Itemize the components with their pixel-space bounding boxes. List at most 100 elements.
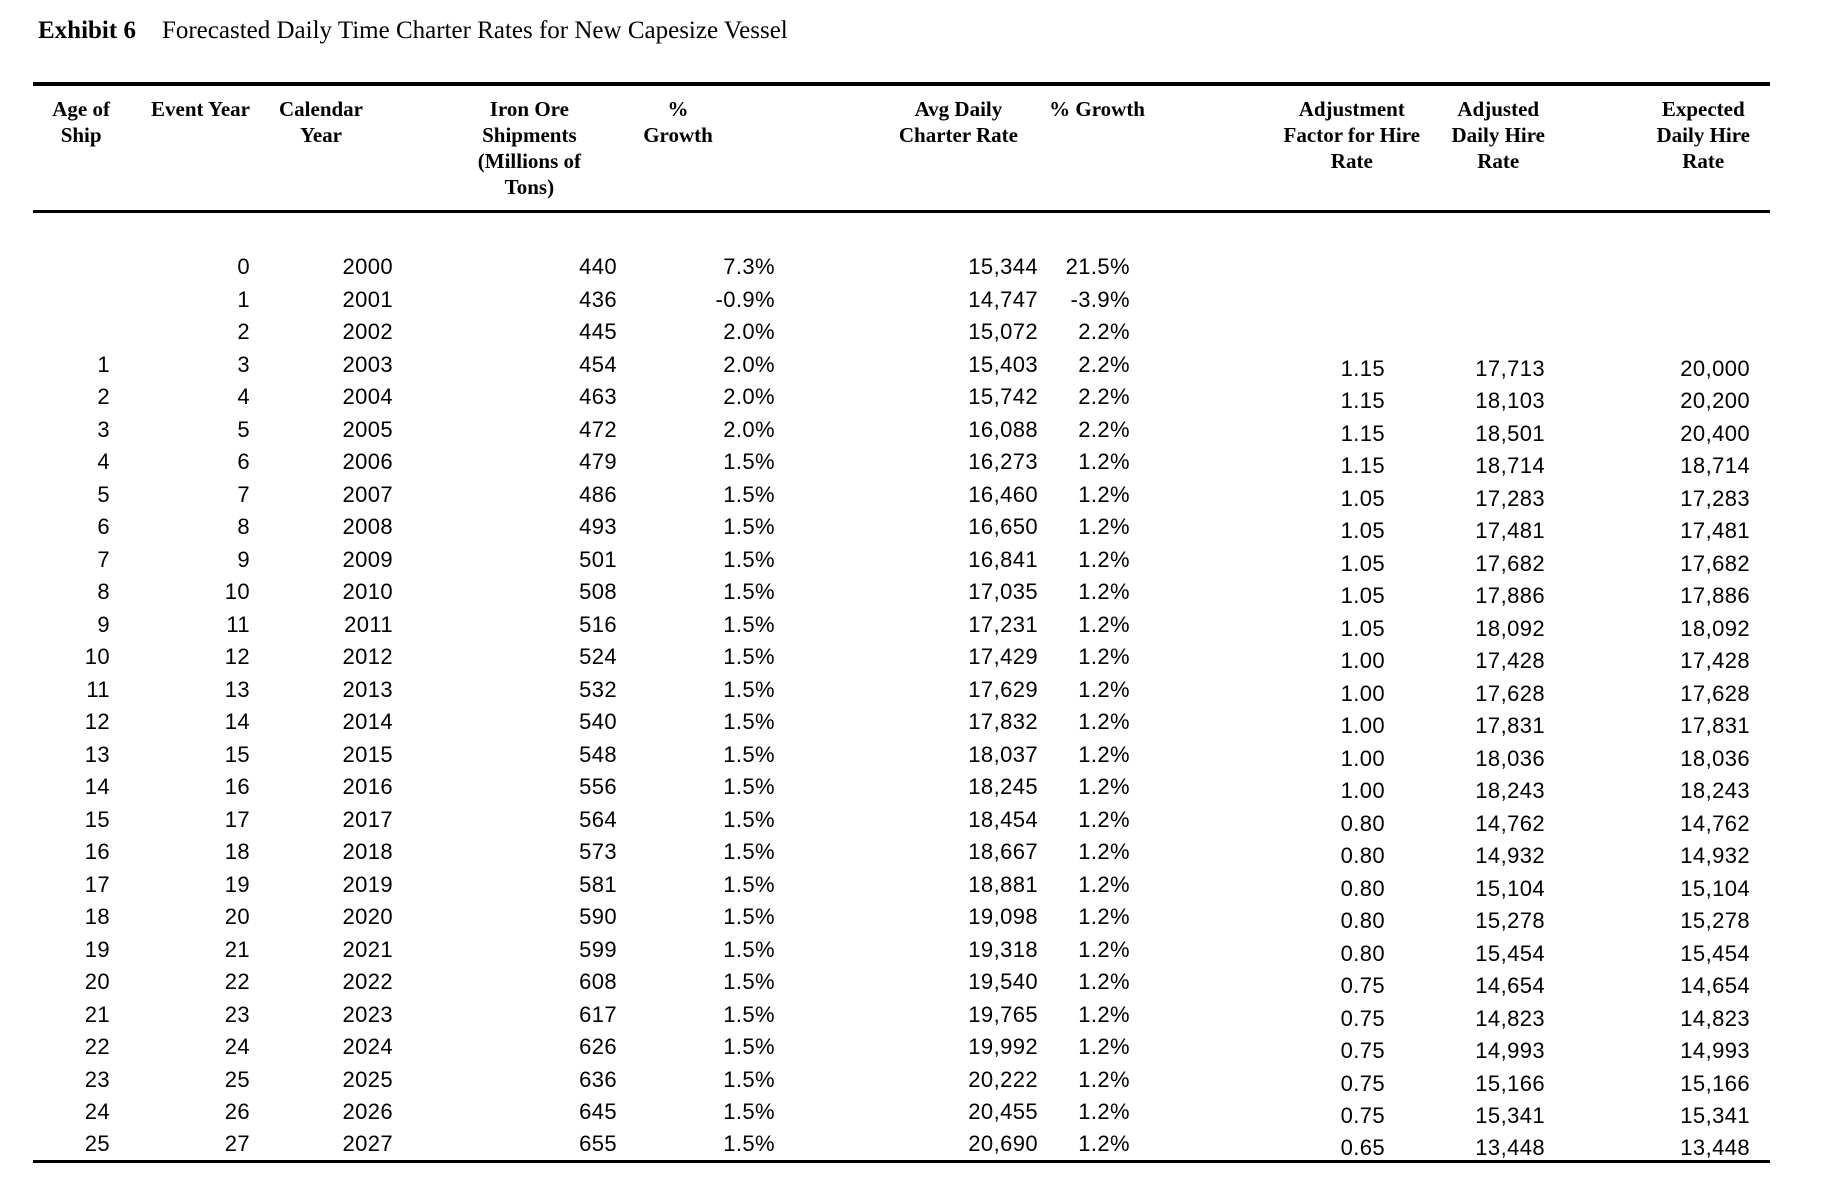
- table-cell-expected-daily-hire-rate: 15,104: [1680, 875, 1750, 901]
- table-cell-calendar-year: 2024: [342, 1034, 393, 1060]
- table-cell-age-of-ship: 15: [84, 806, 110, 832]
- table-cell-adjustment-factor: 0.75: [1340, 1103, 1385, 1129]
- table-cell-age-of-ship: 17: [84, 871, 110, 897]
- table-cell-event-year: 1: [237, 286, 250, 312]
- table-cell-calendar-year: 2005: [342, 416, 393, 442]
- table-cell-charter-rate-growth: 1.2%: [1078, 514, 1130, 540]
- table-cell-avg-daily-charter-rate: 19,992: [968, 1034, 1038, 1060]
- table-cell-iron-ore-growth: 1.5%: [723, 1034, 775, 1060]
- table-cell-adjusted-daily-hire-rate: 15,454: [1475, 940, 1545, 966]
- table-cell-event-year: 9: [237, 546, 250, 572]
- table-cell-expected-daily-hire-rate: 15,454: [1680, 940, 1750, 966]
- table-cell-avg-daily-charter-rate: 16,273: [968, 449, 1038, 475]
- table-cell-expected-daily-hire-rate: 17,682: [1680, 550, 1750, 576]
- table-row: 2 2002 445 2.0% 15,072 2.2%: [33, 316, 1770, 349]
- table-cell-expected-daily-hire-rate: 18,092: [1680, 615, 1750, 641]
- table-cell-charter-rate-growth: 1.2%: [1078, 546, 1130, 572]
- table-cell-iron-ore-shipments: 436: [579, 286, 617, 312]
- table-cell-calendar-year: 2022: [342, 969, 393, 995]
- table-row: 7 9 2009 501 1.5% 16,841 1.2% 1.05 17,68…: [33, 544, 1770, 577]
- table-cell-calendar-year: 2000: [342, 254, 393, 280]
- table-cell-adjustment-factor: 1.05: [1340, 485, 1385, 511]
- table-cell-adjusted-daily-hire-rate: 15,278: [1475, 908, 1545, 934]
- table-cell-avg-daily-charter-rate: 19,540: [968, 969, 1038, 995]
- table-cell-calendar-year: 2017: [342, 806, 393, 832]
- table-cell-adjusted-daily-hire-rate: 14,932: [1475, 843, 1545, 869]
- column-header-age-of-ship: Age of Ship: [33, 84, 123, 213]
- table-cell-avg-daily-charter-rate: 17,035: [968, 579, 1038, 605]
- table-cell-expected-daily-hire-rate: 17,283: [1680, 485, 1750, 511]
- table-cell-iron-ore-growth: 2.0%: [723, 416, 775, 442]
- table-cell-iron-ore-shipments: 524: [579, 644, 617, 670]
- table-cell-adjusted-daily-hire-rate: 18,243: [1475, 778, 1545, 804]
- table-cell-adjusted-daily-hire-rate: 13,448: [1475, 1135, 1545, 1160]
- table-cell-event-year: 27: [224, 1131, 250, 1156]
- table-cell-expected-daily-hire-rate: [1560, 320, 1770, 353]
- table-cell-event-year: 17: [224, 806, 250, 832]
- table-cell-adjusted-daily-hire-rate: 18,714: [1475, 453, 1545, 479]
- table-cell-expected-daily-hire-rate: 14,762: [1680, 810, 1750, 836]
- table-cell-charter-rate-growth: 1.2%: [1078, 1066, 1130, 1092]
- table-cell-charter-rate-growth: 1.2%: [1078, 1001, 1130, 1027]
- table-cell-iron-ore-shipments: 626: [579, 1034, 617, 1060]
- table-cell-iron-ore-shipments: 617: [579, 1001, 617, 1027]
- table-cell-age-of-ship: [33, 251, 123, 284]
- table-cell-iron-ore-growth: 1.5%: [723, 1099, 775, 1125]
- table-cell-charter-rate-growth: 1.2%: [1078, 741, 1130, 767]
- table-cell-adjustment-factor: 1.15: [1340, 453, 1385, 479]
- table-cell-adjusted-daily-hire-rate: 15,166: [1475, 1070, 1545, 1096]
- table-cell-iron-ore-shipments: 472: [579, 416, 617, 442]
- table-cell-event-year: 7: [237, 481, 250, 507]
- table-cell-iron-ore-growth: 1.5%: [723, 741, 775, 767]
- table-cell-calendar-year: 2003: [342, 351, 393, 377]
- table-cell-expected-daily-hire-rate: 17,428: [1680, 648, 1750, 674]
- table-cell-calendar-year: 2027: [342, 1131, 393, 1156]
- table-cell-age-of-ship: 5: [97, 481, 110, 507]
- table-cell-calendar-year: 2007: [342, 481, 393, 507]
- table-cell-iron-ore-shipments: 501: [579, 546, 617, 572]
- table-cell-age-of-ship: [33, 284, 123, 317]
- table-cell-age-of-ship: 14: [84, 774, 110, 800]
- table-row: 1 3 2003 454 2.0% 15,403 2.2% 1.15 17,71…: [33, 349, 1770, 382]
- table-cell-expected-daily-hire-rate: 15,166: [1680, 1070, 1750, 1096]
- table-cell-event-year: 20: [224, 904, 250, 930]
- table-cell-age-of-ship: 18: [84, 904, 110, 930]
- table-cell-charter-rate-growth: 21.5%: [1065, 254, 1130, 280]
- table-row: 0 2000 440 7.3% 15,344 21.5%: [33, 251, 1770, 284]
- table-cell-iron-ore-growth: 1.5%: [723, 449, 775, 475]
- table-cell-iron-ore-shipments: 608: [579, 969, 617, 995]
- table-cell-charter-rate-growth: 1.2%: [1078, 774, 1130, 800]
- table-cell-adjustment-factor: 0.75: [1340, 1005, 1385, 1031]
- table-cell-avg-daily-charter-rate: 17,429: [968, 644, 1038, 670]
- table-cell-charter-rate-growth: 1.2%: [1078, 481, 1130, 507]
- table-cell-event-year: 4: [237, 384, 250, 410]
- table-cell-iron-ore-growth: 1.5%: [723, 1066, 775, 1092]
- table-cell-event-year: 0: [237, 254, 250, 280]
- table-cell-iron-ore-growth: 1.5%: [723, 1001, 775, 1027]
- table-cell-calendar-year: 2008: [342, 514, 393, 540]
- table-cell-adjustment-factor: 0.75: [1340, 1070, 1385, 1096]
- table-cell-age-of-ship: [33, 316, 123, 349]
- table-cell-event-year: 21: [224, 936, 250, 962]
- table-cell-adjusted-daily-hire-rate: 14,823: [1475, 1005, 1545, 1031]
- table-cell-charter-rate-growth: 1.2%: [1078, 969, 1130, 995]
- table-cell-age-of-ship: 9: [97, 611, 110, 637]
- table-cell-adjusted-daily-hire-rate: 17,682: [1475, 550, 1545, 576]
- table-cell-adjustment-factor: 1.15: [1340, 388, 1385, 414]
- table-cell-adjustment-factor: 1.05: [1340, 550, 1385, 576]
- table-cell-iron-ore-growth: 1.5%: [723, 904, 775, 930]
- table-cell-event-year: 26: [224, 1099, 250, 1125]
- table-cell-avg-daily-charter-rate: 19,765: [968, 1001, 1038, 1027]
- table-cell-adjusted-daily-hire-rate: 18,092: [1475, 615, 1545, 641]
- table-row: 25 27 2027 655 1.5% 20,690 1.2% 0.65 13,…: [33, 1129, 1770, 1162]
- table-cell-iron-ore-shipments: 636: [579, 1066, 617, 1092]
- exhibit-title: Exhibit 6 Forecasted Daily Time Charter R…: [38, 16, 788, 46]
- table-cell-charter-rate-growth: 1.2%: [1078, 936, 1130, 962]
- table-cell-adjusted-daily-hire-rate: [1415, 255, 1560, 288]
- table-cell-calendar-year: 2013: [342, 676, 393, 702]
- table-cell-charter-rate-growth: 1.2%: [1078, 806, 1130, 832]
- table-cell-age-of-ship: 3: [97, 416, 110, 442]
- table-cell-avg-daily-charter-rate: 16,841: [968, 546, 1038, 572]
- table-row: 9 11 2011 516 1.5% 17,231 1.2% 1.05 18,0…: [33, 609, 1770, 642]
